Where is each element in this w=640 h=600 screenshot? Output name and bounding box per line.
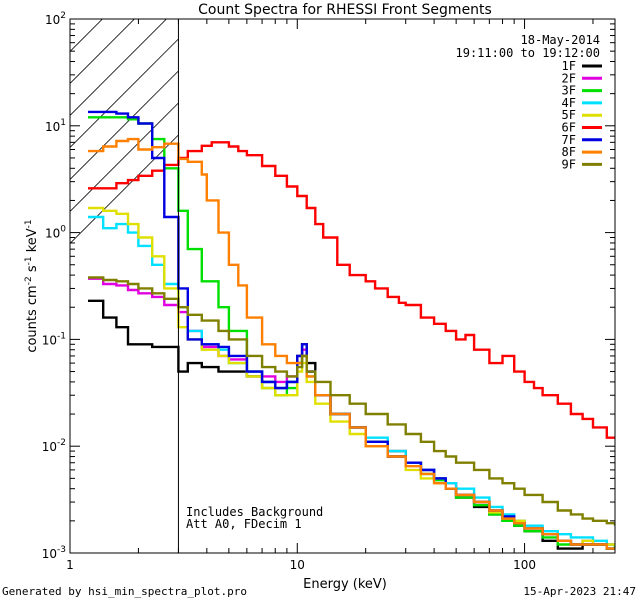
x-axis-label: Energy (keV) [303, 577, 387, 592]
y-tick-exponent: -1 [57, 331, 66, 341]
hatch-line [70, 102, 179, 212]
plot-frame [69, 18, 616, 554]
legend-label-9F: 9F [562, 157, 576, 171]
y-tick-exponent: 2 [60, 11, 66, 21]
y-tick-base: 10 [45, 227, 60, 241]
y-label-kev: keV [25, 228, 40, 256]
y-tick-base: 10 [45, 13, 60, 27]
annotation-attenuator: Att A0, FDecim 1 [186, 517, 302, 531]
legend-label-5F: 5F [562, 108, 576, 122]
y-tick-exponent: 0 [60, 225, 66, 235]
hatch-line [70, 19, 168, 116]
legend-label-1F: 1F [562, 59, 576, 73]
legend-label-3F: 3F [562, 84, 576, 98]
y-label-exp-cm: -2 [24, 276, 34, 285]
y-axis-label: counts cm-2 s-1 keV-1 [24, 219, 40, 352]
y-tick-label: 102 [45, 11, 66, 27]
time-range-label: 19:11:00 to 19:12:00 [456, 46, 601, 60]
y-tick-base: 10 [42, 333, 57, 347]
hatch-line [70, 134, 179, 244]
hatch-line [70, 38, 179, 148]
y-tick-exponent: 1 [60, 118, 66, 128]
y-label-base: counts cm [25, 285, 40, 352]
y-tick-exponent: -3 [57, 545, 66, 555]
y-tick-label: 10-1 [42, 331, 66, 347]
legend-label-6F: 6F [562, 121, 576, 135]
annotation-background: Includes Background [186, 505, 323, 519]
y-tick-label: 10-2 [42, 438, 66, 454]
generated-by-label: Generated by hsi_min_spectra_plot.pro [2, 585, 247, 598]
series-6F [88, 141, 615, 439]
y-label-s: s [25, 265, 40, 276]
legend-label-2F: 2F [562, 71, 576, 85]
footer-timestamp: 15-Apr-2023 21:47 [523, 585, 636, 598]
x-tick-label: 1 [66, 558, 74, 572]
y-label-exp-kev: -1 [24, 219, 34, 228]
legend-label-8F: 8F [562, 145, 576, 159]
legend-label-7F: 7F [562, 133, 576, 147]
date-label: 18-May-2014 [521, 33, 600, 47]
legend-label-4F: 4F [562, 96, 576, 110]
x-tick-label: 100 [513, 558, 536, 572]
y-tick-base: 10 [45, 120, 60, 134]
hatch-line [70, 19, 104, 52]
y-tick-exponent: -2 [57, 438, 66, 448]
y-label-exp-s: -1 [24, 256, 34, 265]
y-tick-base: 10 [42, 547, 57, 561]
y-tick-label: 10-3 [42, 545, 66, 561]
y-tick-base: 10 [42, 440, 57, 454]
y-tick-label: 100 [45, 225, 66, 241]
x-tick-label: 10 [290, 558, 305, 572]
hatched-region [70, 19, 179, 244]
hatch-line [70, 19, 136, 84]
y-tick-label: 101 [45, 118, 66, 134]
chart-title: Count Spectra for RHESSI Front Segments [198, 2, 492, 18]
hatch-line [70, 70, 179, 180]
